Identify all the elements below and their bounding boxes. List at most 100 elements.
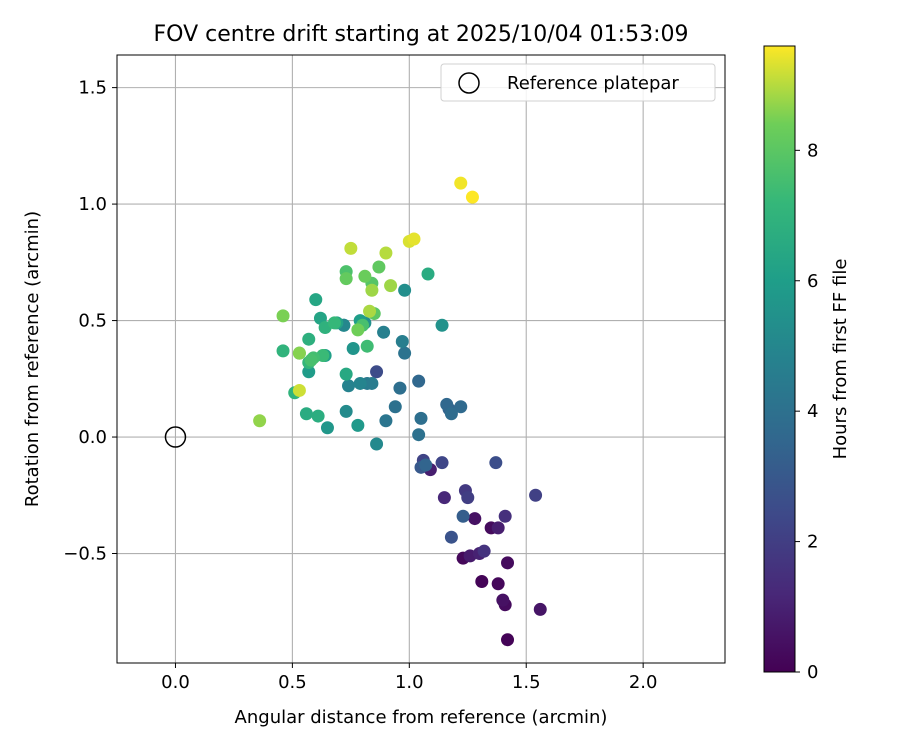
colorbar-tick-label: 0: [807, 662, 818, 683]
data-point: [339, 272, 353, 286]
data-points: [253, 176, 547, 647]
x-tick-label: 0.5: [278, 672, 307, 693]
colorbar-tick-label: 8: [807, 140, 818, 161]
colorbar-ticks: 0 2 4 6 8: [795, 140, 818, 683]
data-point: [393, 381, 407, 395]
data-point: [309, 293, 323, 307]
data-point: [501, 556, 515, 570]
data-point: [346, 342, 360, 356]
data-point: [419, 458, 433, 472]
data-point: [311, 409, 325, 423]
legend: Reference platepar: [440, 63, 716, 102]
colorbar-gradient: [763, 45, 796, 673]
data-point: [489, 456, 503, 470]
data-point: [351, 418, 365, 432]
grid: [117, 55, 725, 663]
y-tick-label: 0.5: [78, 311, 107, 332]
colorbar-tick-label: 4: [807, 401, 818, 422]
data-point: [344, 241, 358, 255]
data-point: [342, 379, 356, 393]
data-point: [299, 407, 313, 421]
data-point: [360, 339, 374, 353]
data-point: [421, 267, 435, 281]
data-point: [465, 190, 479, 204]
legend-entry-reference: Reference platepar: [507, 73, 679, 94]
data-point: [388, 400, 402, 414]
data-point: [454, 176, 468, 190]
data-point: [395, 335, 409, 349]
x-tick-label: 0.0: [161, 672, 190, 693]
data-point: [468, 512, 482, 526]
legend-box: [440, 63, 716, 102]
data-point: [475, 574, 489, 588]
data-point: [363, 304, 377, 318]
data-point: [384, 279, 398, 293]
data-point: [435, 318, 449, 332]
data-point: [339, 404, 353, 418]
y-axis-label: Rotation from reference (arcmin): [22, 211, 43, 507]
data-point: [407, 232, 421, 246]
data-point: [379, 414, 393, 428]
data-point: [444, 407, 458, 421]
data-point: [370, 437, 384, 451]
data-point: [491, 521, 505, 535]
data-point: [276, 344, 290, 358]
data-point: [496, 593, 510, 607]
colorbar: 0 2 4 6 8 Hours from first FF file: [763, 45, 851, 683]
data-point: [412, 374, 426, 388]
data-point: [365, 283, 379, 297]
data-point: [456, 509, 470, 523]
data-point: [320, 421, 334, 435]
data-point: [276, 309, 290, 323]
y-tick-label: 0.0: [78, 427, 107, 448]
data-point: [454, 400, 468, 414]
data-point: [414, 411, 428, 425]
x-tick-label: 1.5: [512, 672, 541, 693]
data-point: [351, 323, 365, 337]
data-point: [327, 316, 341, 330]
data-point: [292, 346, 306, 360]
x-axis-ticks: 0.0 0.5 1.0 1.5 2.0: [161, 663, 657, 693]
data-point: [372, 260, 386, 274]
x-tick-label: 2.0: [629, 672, 658, 693]
colorbar-label: Hours from first FF file: [830, 259, 851, 460]
data-point: [302, 332, 316, 346]
y-tick-label: 1.5: [78, 78, 107, 99]
data-point: [398, 283, 412, 297]
data-point: [461, 491, 475, 505]
data-point: [477, 544, 491, 558]
x-tick-label: 1.0: [395, 672, 424, 693]
data-point: [491, 577, 505, 591]
data-point: [339, 367, 353, 381]
data-point: [398, 346, 412, 360]
data-point: [302, 365, 316, 379]
data-point: [501, 633, 515, 647]
reference-marker-layer: [164, 426, 187, 448]
y-axis-ticks: −0.5 0.0 0.5 1.0 1.5: [63, 78, 117, 565]
colorbar-tick-label: 2: [807, 532, 818, 553]
colorbar-tick-label: 6: [807, 271, 818, 292]
data-point: [529, 488, 543, 502]
legend-marker-circle: [458, 72, 480, 94]
data-point: [358, 269, 372, 283]
data-point: [304, 353, 318, 367]
data-point: [377, 325, 391, 339]
data-point: [412, 428, 426, 442]
y-tick-label: 1.0: [78, 194, 107, 215]
reference-platepar-marker: [164, 426, 187, 448]
data-point: [292, 383, 306, 397]
y-tick-label: −0.5: [63, 544, 107, 565]
plot-frame: [116, 54, 726, 664]
data-point: [435, 456, 449, 470]
chart-title: FOV centre drift starting at 2025/10/04 …: [154, 22, 689, 47]
x-axis-label: Angular distance from reference (arcmin): [235, 707, 608, 728]
data-point: [370, 365, 384, 379]
data-point: [437, 491, 451, 505]
data-point: [379, 246, 393, 260]
data-point: [444, 530, 458, 544]
data-point: [365, 376, 379, 390]
data-point: [253, 414, 267, 428]
data-point: [533, 602, 547, 616]
data-point: [353, 376, 367, 390]
